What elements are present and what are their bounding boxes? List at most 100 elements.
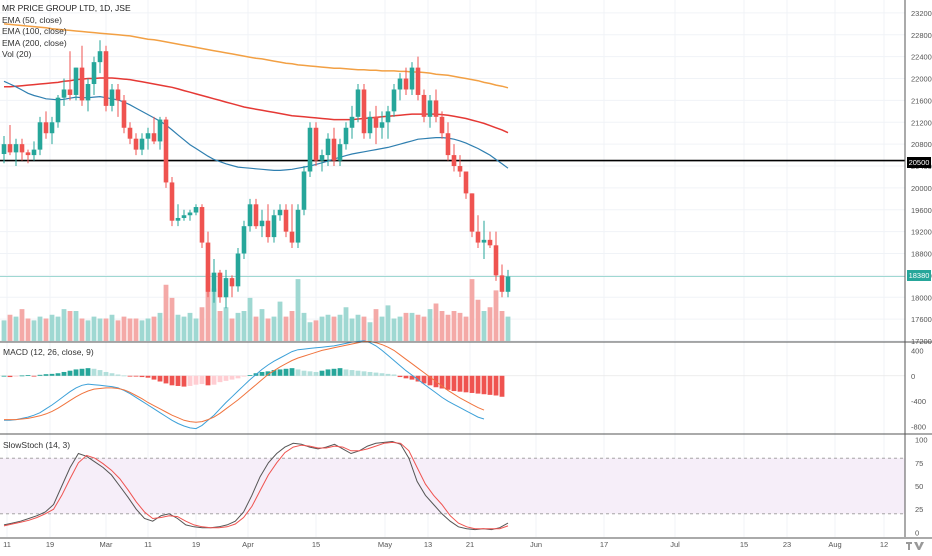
macd-tick-label: -800	[911, 423, 926, 432]
candle-body	[163, 119, 169, 183]
volume-bar	[19, 309, 25, 341]
volume-bar	[181, 316, 187, 341]
macd-hist-bar	[241, 375, 247, 377]
main-legend[interactable]: MR PRICE GROUP LTD, 1D, JSE EMA (50, clo…	[2, 3, 131, 61]
price-tick-label: 18000	[911, 293, 932, 302]
macd-hist-bar	[271, 370, 277, 376]
macd-hist-bar	[259, 371, 265, 376]
stoch-label[interactable]: SlowStoch (14, 3)	[3, 440, 71, 450]
candle-body	[211, 272, 217, 292]
macd-hist-bar	[1, 375, 7, 377]
stoch-tick-label: 50	[915, 482, 923, 491]
candle-body	[115, 89, 121, 101]
candle-body	[415, 67, 421, 95]
candle-body	[61, 89, 67, 98]
volume-bar	[25, 318, 31, 341]
candles[interactable]	[1, 40, 511, 309]
candle-body	[169, 182, 175, 221]
macd-hist-bar	[481, 375, 487, 395]
candle-body	[193, 207, 199, 213]
volume-bar	[13, 316, 19, 341]
macd-hist-bar	[133, 375, 139, 377]
volume-bar	[469, 279, 475, 341]
time-tick-label: Apr	[242, 540, 254, 549]
candle-body	[259, 220, 265, 227]
candle-body	[421, 94, 427, 117]
macd-hist-bar	[337, 368, 343, 376]
signal-line	[4, 341, 485, 423]
volume-bar	[211, 288, 217, 341]
candle-body	[97, 51, 103, 63]
macd-hist-bar	[205, 375, 211, 386]
candle-body	[19, 144, 25, 153]
price-tick-label: 22400	[911, 53, 932, 62]
volume-bar	[403, 312, 409, 341]
legend-ema50[interactable]: EMA (50, close)	[2, 14, 62, 25]
volume-bar	[505, 316, 511, 341]
macd-label[interactable]: MACD (12, 26, close, 9)	[3, 347, 94, 357]
macd-hist-bar	[223, 375, 229, 381]
legend-ema200[interactable]: EMA (200, close)	[2, 37, 67, 48]
ema50-line	[3, 80, 509, 171]
candle-body	[37, 122, 43, 150]
candle-body	[199, 207, 205, 243]
candle-body	[85, 84, 91, 101]
volume-bar	[247, 297, 253, 341]
time-tick-label: 17	[600, 540, 608, 549]
volume-bar	[85, 320, 91, 341]
candle-body	[433, 100, 439, 117]
macd-hist-bar	[349, 370, 355, 376]
macd-hist-bar	[157, 375, 163, 382]
candle-body	[391, 89, 397, 112]
macd-hist-bar	[343, 369, 349, 376]
macd-hist-bar	[295, 369, 301, 376]
volume-bar	[313, 320, 319, 341]
candle-body	[505, 276, 511, 292]
stoch-tick-label: 75	[915, 459, 923, 468]
macd-hist-bar	[391, 374, 397, 376]
volume-bar	[103, 318, 109, 341]
macd-hist-bar	[25, 375, 31, 376]
last-price-tag: 18380	[907, 270, 931, 281]
candle-body	[265, 220, 271, 238]
volume-bar	[481, 311, 487, 341]
volume-bar	[79, 318, 85, 341]
volume-bar	[391, 318, 397, 341]
tradingview-logo-icon[interactable]	[904, 538, 930, 550]
volume-bar	[457, 312, 463, 341]
symbol-title: MR PRICE GROUP LTD, 1D, JSE	[2, 3, 131, 13]
volume-bar	[43, 318, 49, 341]
macd-hist-bar	[187, 375, 193, 386]
macd-hist-bar	[91, 368, 97, 376]
candle-body	[403, 78, 409, 90]
pane-dividers[interactable]	[0, 0, 932, 539]
macd-hist-bar	[355, 370, 361, 376]
volume-bar	[205, 273, 211, 341]
volume-bar	[241, 311, 247, 341]
macd-hist-bar	[307, 371, 313, 376]
volume-bar	[421, 316, 427, 341]
volume-bar	[139, 320, 145, 341]
macd-hist-bar	[265, 371, 271, 376]
ema100-line	[4, 77, 509, 134]
candle-body	[295, 209, 301, 243]
volume-bar	[115, 320, 121, 341]
candle-body	[217, 272, 223, 298]
volume-bar	[337, 314, 343, 341]
volume-bar	[145, 318, 151, 341]
candle-body	[313, 127, 319, 161]
candle-body	[439, 116, 445, 134]
volume-bar	[121, 316, 127, 341]
macd-hist-bar	[193, 375, 199, 385]
legend-volume[interactable]: Vol (20)	[2, 49, 32, 59]
time-tick-label: Jul	[670, 540, 680, 549]
time-axis[interactable]: 11 19 Mar 11 19 Apr 15 May 13 21 Jun 17 Jul 15 23 Aug 12	[3, 540, 888, 549]
candle-body	[79, 67, 85, 101]
volume-bar	[109, 314, 115, 341]
legend-ema100[interactable]: EMA (100, close)	[2, 26, 67, 36]
macd-hist-bar	[103, 371, 109, 376]
macd-hist-bar	[319, 370, 325, 376]
candle-body	[361, 89, 367, 134]
volume-bar	[229, 318, 235, 341]
